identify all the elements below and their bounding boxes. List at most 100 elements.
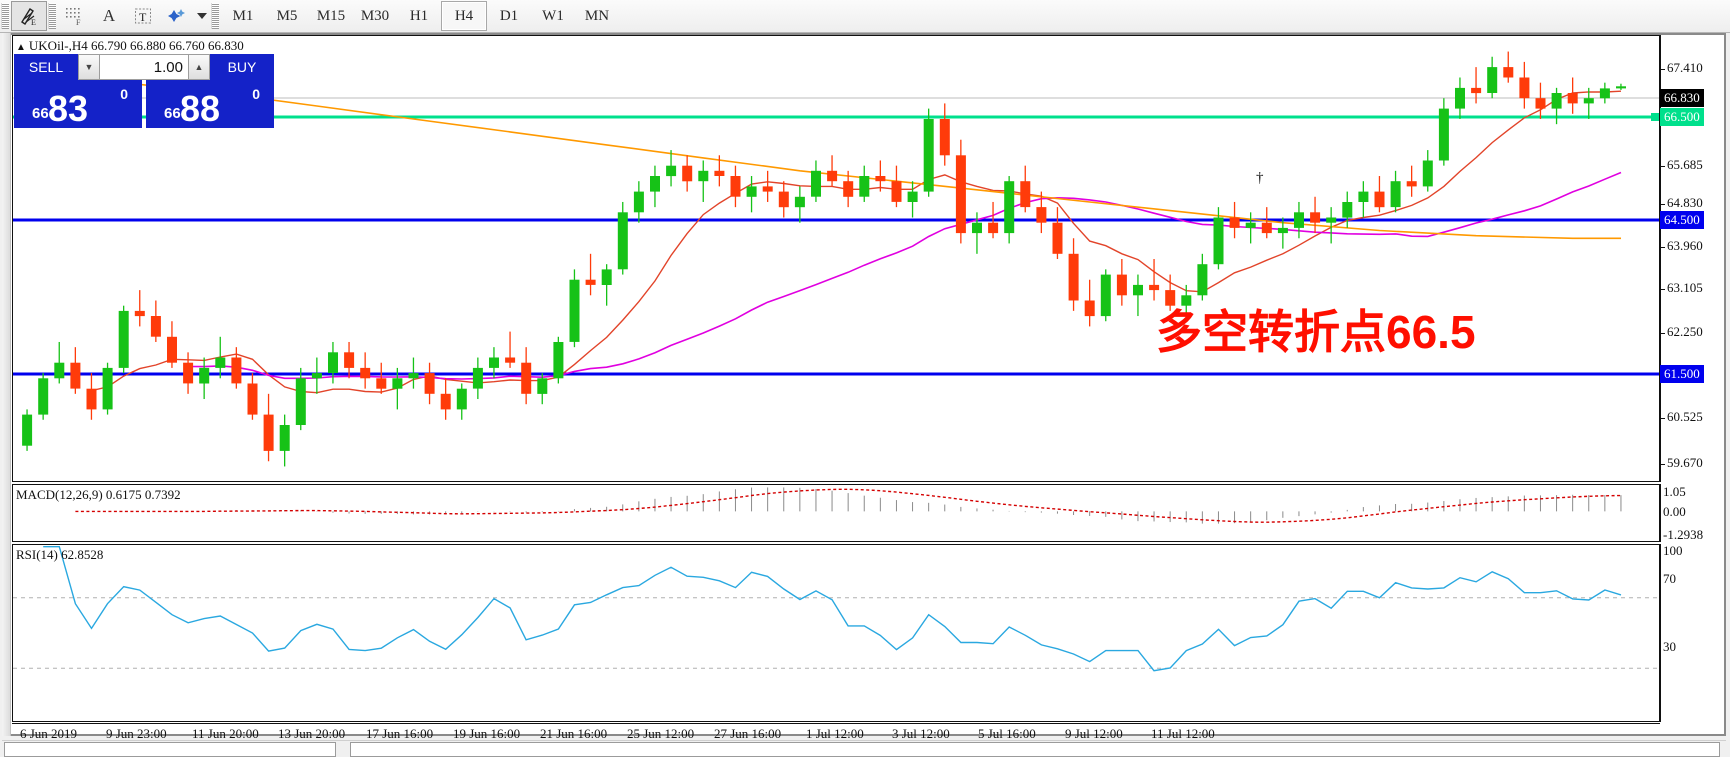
timeframe-m15[interactable]: M15 <box>316 7 346 24</box>
candle-body <box>1181 295 1192 306</box>
timeframe-mn[interactable]: MN <box>584 7 610 24</box>
tick-dash <box>1660 332 1665 334</box>
one-click-trading-panel[interactable]: SELL ▼ 1.00 ▲ BUY 66 83 0 66 88 0 <box>14 54 274 128</box>
toolbar-grip[interactable] <box>1 3 9 29</box>
candle-body <box>939 119 950 156</box>
tick-dash <box>1660 165 1665 167</box>
candle-body <box>408 373 419 379</box>
time-label: 9 Jun 23:00 <box>106 726 167 741</box>
time-axis[interactable]: 6 Jun 2019 9 Jun 23:00 11 Jun 20:00 13 Jun … <box>12 723 1660 744</box>
candle-body <box>1068 253 1079 301</box>
candle-body <box>118 310 129 368</box>
candle-body <box>263 414 274 451</box>
price-axis-line <box>1660 35 1661 482</box>
candle-body <box>1020 181 1031 208</box>
toolbar-grip-3[interactable] <box>211 3 219 29</box>
sell-price-main: 83 <box>48 88 89 129</box>
text-label-icon[interactable]: T <box>126 2 160 30</box>
candle-body <box>811 170 821 197</box>
price-label-64.830: 64.830 <box>1667 195 1703 210</box>
candle-body <box>344 352 355 368</box>
svg-text:F: F <box>76 18 81 26</box>
candle-body <box>489 357 499 368</box>
buy-button[interactable]: BUY <box>210 54 274 80</box>
timeframe-m5[interactable]: M5 <box>276 7 298 24</box>
timeframe-h1[interactable]: H1 <box>409 7 429 24</box>
candle-body <box>569 279 580 342</box>
volume-input[interactable]: 1.00 <box>100 54 188 80</box>
volume-increase-button[interactable]: ▲ <box>188 54 210 80</box>
chart-left-grip[interactable] <box>2 33 11 736</box>
scroll-thumb-left[interactable] <box>4 742 336 757</box>
chart-object-marker[interactable]: † <box>1256 170 1264 186</box>
rsi-label: RSI(14) 62.8528 <box>16 547 104 562</box>
toolbar-grip-2[interactable] <box>48 3 56 29</box>
candle-body <box>183 362 194 384</box>
timeframe-h4[interactable]: H4 <box>441 1 487 31</box>
axis-tick: 62.250 <box>1660 324 1703 340</box>
macd-axis: 1.05 0.00 -1.2938 <box>1660 484 1730 542</box>
candle-body <box>215 357 226 368</box>
price-label-66.500: 66.500 <box>1660 108 1704 126</box>
main-toolbar: E F A T <box>0 0 1730 33</box>
candle-body <box>1310 212 1321 223</box>
axis-tick: 63.960 <box>1660 238 1703 254</box>
price-pane[interactable] <box>12 35 1660 482</box>
rsi-pane[interactable] <box>12 544 1660 722</box>
scroll-thumb-main[interactable] <box>350 742 1720 757</box>
price-axis[interactable]: 67.410 66.830 66.500 65.685 64.830 64.500 63.9… <box>1660 35 1730 482</box>
objects-icon[interactable] <box>160 2 194 30</box>
timeframe-d1[interactable]: D1 <box>499 7 519 24</box>
candle-body <box>714 170 725 176</box>
svg-text:T: T <box>139 10 147 24</box>
axis-tick: 64.500 <box>1660 211 1704 229</box>
buy-price-display[interactable]: 66 88 0 <box>146 80 274 128</box>
candle-body <box>392 378 403 389</box>
candle-body <box>1213 217 1224 265</box>
tick-dash <box>1660 246 1665 248</box>
sell-button[interactable]: SELL <box>14 54 78 80</box>
sell-price-fraction: 0 <box>120 86 128 102</box>
axis-tick: 64.830 <box>1660 195 1703 211</box>
tick-dash <box>1660 203 1665 205</box>
expert-advisors-icon[interactable]: E <box>11 1 47 31</box>
objects-dropdown-icon[interactable] <box>194 2 210 30</box>
candle-body <box>1165 290 1176 306</box>
time-label: 11 Jul 12:00 <box>1151 726 1215 741</box>
candle-body <box>150 316 161 337</box>
volume-decrease-button[interactable]: ▼ <box>78 54 100 80</box>
candle-body <box>698 170 709 182</box>
indicators-icon[interactable]: F <box>58 2 92 30</box>
macd-pane[interactable] <box>12 484 1660 542</box>
candle-body <box>505 357 516 363</box>
timeframe-m1[interactable]: M1 <box>232 7 254 24</box>
sell-price-display[interactable]: 66 83 0 <box>14 80 142 128</box>
candle-body <box>1616 86 1626 89</box>
candle-body <box>1438 108 1449 161</box>
tick-dash <box>1660 417 1665 419</box>
text-tool-icon[interactable]: A <box>102 6 116 25</box>
candle-body <box>424 373 435 394</box>
horizontal-scrollbar[interactable] <box>2 740 1726 757</box>
macd-tick-1.05: 1.05 <box>1663 484 1686 499</box>
axis-tick: 61.500 <box>1660 365 1704 383</box>
timeframe-m30[interactable]: M30 <box>360 7 390 24</box>
chart-canvas[interactable]: † <box>13 36 1659 722</box>
macd-axis-line <box>1660 484 1661 542</box>
time-label: 5 Jul 16:00 <box>978 726 1036 741</box>
candle-body <box>376 378 387 389</box>
time-label: 21 Jun 16:00 <box>540 726 608 741</box>
candle-body <box>22 414 33 446</box>
candle-body <box>859 176 870 197</box>
candle-body <box>70 362 81 389</box>
candle-body <box>875 176 886 182</box>
candle-body <box>1567 93 1578 104</box>
collapse-icon[interactable]: ▲ <box>16 42 26 53</box>
candle-body <box>955 155 966 234</box>
candle-body <box>746 186 757 197</box>
candle-body <box>134 310 145 317</box>
candle-body <box>891 181 902 202</box>
timeframe-w1[interactable]: W1 <box>542 7 564 24</box>
candle-body <box>907 191 918 202</box>
